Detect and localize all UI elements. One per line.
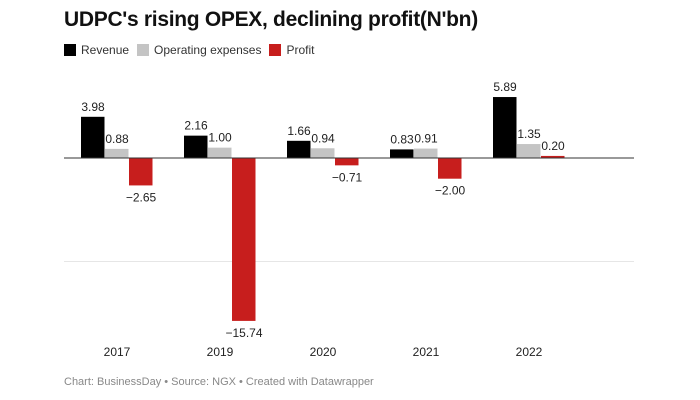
bar-operating-expenses (517, 144, 541, 158)
data-label: −2.00 (435, 184, 466, 198)
bar-revenue (81, 116, 105, 158)
legend-item-opex: Operating expenses (137, 43, 261, 57)
data-label: −2.65 (126, 190, 157, 204)
bar-operating-expenses (105, 148, 129, 158)
data-label: −15.74 (225, 326, 262, 340)
x-tick-label: 2017 (104, 345, 131, 359)
x-tick-label: 2021 (413, 345, 440, 359)
data-label: −0.71 (332, 170, 363, 184)
bar-profit (129, 158, 153, 186)
data-label: 5.89 (493, 80, 517, 94)
legend-label: Operating expenses (154, 43, 262, 57)
chart-title: UDPC's rising OPEX, declining profit(N'b… (64, 8, 478, 31)
bar-profit (335, 158, 359, 166)
legend-swatch (137, 44, 150, 56)
x-tick-label: 2022 (516, 345, 543, 359)
bar-revenue (184, 135, 208, 158)
data-label: 0.88 (105, 132, 129, 146)
x-tick-label: 2019 (207, 345, 234, 359)
bar-revenue (287, 140, 311, 158)
data-label: 0.20 (541, 139, 565, 153)
legend-label: Profit (286, 43, 315, 57)
chart-footer: Chart: BusinessDay • Source: NGX • Creat… (64, 376, 374, 388)
bar-profit (541, 155, 565, 158)
data-label: 0.83 (390, 132, 414, 146)
data-label: 1.66 (287, 124, 311, 138)
legend-label: Revenue (81, 43, 130, 57)
data-label: 2.16 (184, 119, 208, 133)
bar-revenue (390, 149, 414, 158)
legend-swatch (64, 44, 76, 56)
bar-operating-expenses (208, 147, 232, 158)
data-label: 1.00 (208, 131, 232, 145)
bar-revenue (493, 97, 517, 158)
data-label: 1.35 (517, 127, 541, 141)
bar-operating-expenses (311, 148, 335, 158)
data-label: 0.91 (414, 132, 438, 146)
legend-swatch (269, 44, 282, 56)
bar-operating-expenses (414, 148, 438, 158)
data-label: 3.98 (81, 100, 105, 114)
legend-item-revenue: Revenue (64, 43, 129, 57)
legend: Revenue Operating expenses Profit (64, 43, 314, 57)
bar-profit (438, 158, 462, 179)
legend-item-profit: Profit (269, 43, 314, 57)
bar-profit (232, 158, 256, 321)
x-tick-label: 2020 (310, 345, 337, 359)
data-label: 0.94 (311, 131, 335, 145)
